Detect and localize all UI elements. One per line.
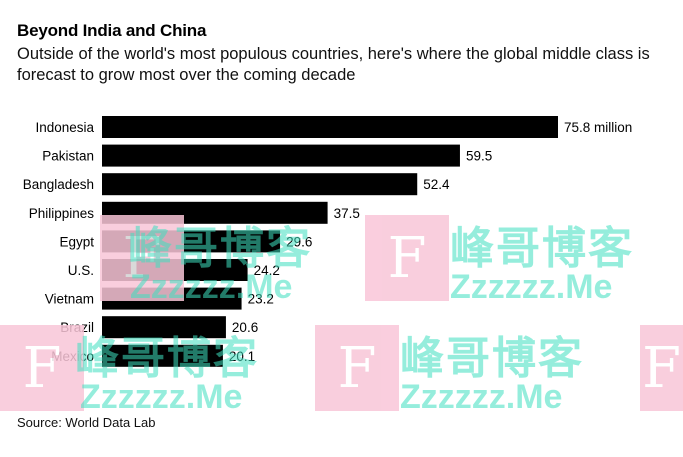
bar [102,259,248,281]
bar [102,287,242,310]
value-label: 24.2 [254,263,280,278]
bar-chart: Indonesia 75.8 million Pakistan 59.5 Banglad… [23,116,632,367]
bar [102,201,328,224]
category-label: Philippines [29,206,95,221]
category-label: Brazil [60,320,94,335]
bar [102,344,223,367]
category-label: Indonesia [35,120,94,135]
category-label: U.S. [68,263,94,278]
value-label: 75.8 million [564,120,632,135]
value-label: 29.6 [286,234,312,249]
category-label: Pakistan [42,149,94,164]
bar [102,173,418,196]
bar [102,316,226,339]
value-label: 23.2 [248,292,274,307]
source-note: Source: World Data Lab [17,415,156,430]
category-label: Egypt [59,234,94,249]
bar [102,144,460,167]
chart-subtitle: Outside of the world's most populous cou… [17,45,650,84]
bar [102,116,558,138]
value-label: 20.6 [232,320,258,335]
value-label: 59.5 [466,149,492,164]
value-label: 52.4 [423,177,450,192]
value-label: 20.1 [229,349,255,364]
category-label: Mexico [51,349,94,364]
value-label: 37.5 [334,206,360,221]
category-label: Bangladesh [23,177,94,192]
category-label: Vietnam [45,292,94,307]
chart-title: Beyond India and China [17,21,207,40]
bar [102,230,281,253]
